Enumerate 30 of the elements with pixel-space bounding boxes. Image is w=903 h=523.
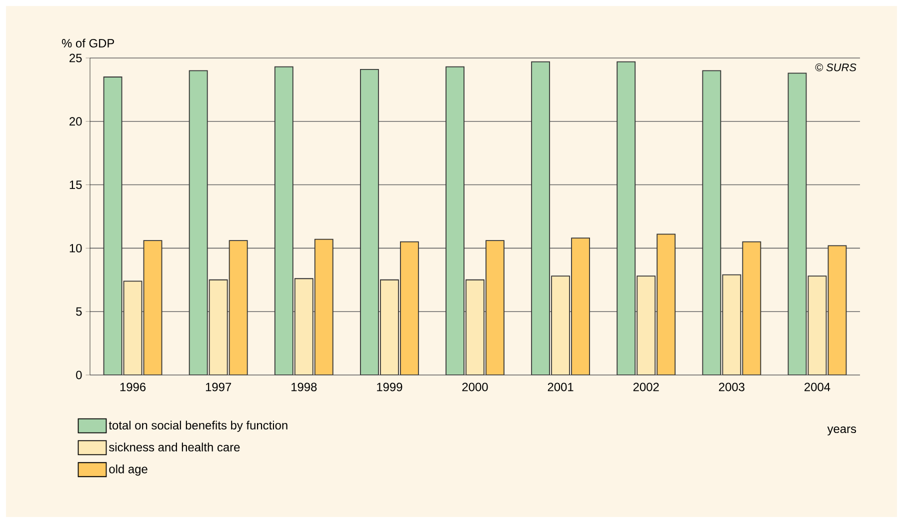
x-tick-label: 1996 xyxy=(120,382,146,392)
x-tick-label: 1999 xyxy=(377,382,402,392)
legend-label: total on social benefits by function xyxy=(108,420,288,432)
bar xyxy=(828,245,847,375)
bar xyxy=(143,240,162,375)
x-tick-label: 1998 xyxy=(292,382,317,392)
x-axis-title: years xyxy=(827,426,856,436)
x-tick-label: 2003 xyxy=(718,382,744,392)
y-tick-label: 0 xyxy=(76,370,82,380)
bar xyxy=(571,238,590,375)
y-tick-label: 15 xyxy=(70,180,82,189)
bar xyxy=(314,238,334,375)
x-tick-label: 2000 xyxy=(462,382,488,392)
annotation: © SURS xyxy=(815,64,856,72)
y-tick-label: 5 xyxy=(76,307,82,316)
y-tick-label: 10 xyxy=(70,244,82,252)
y-axis-title: % of GDP xyxy=(62,38,114,48)
legend-label: sickness and health care xyxy=(109,442,240,452)
bar xyxy=(400,241,419,375)
y-tick-label: 25 xyxy=(70,54,82,62)
bar xyxy=(742,241,762,375)
y-tick-label: 20 xyxy=(70,117,82,126)
x-tick-label: 1997 xyxy=(206,382,232,392)
legend-label: old age xyxy=(109,464,148,476)
bar xyxy=(228,240,248,375)
bar xyxy=(486,240,504,375)
x-tick-label: 2002 xyxy=(633,382,659,392)
x-tick-label: 2004 xyxy=(804,382,830,392)
x-tick-label: 2001 xyxy=(548,382,574,392)
bar xyxy=(656,234,676,375)
